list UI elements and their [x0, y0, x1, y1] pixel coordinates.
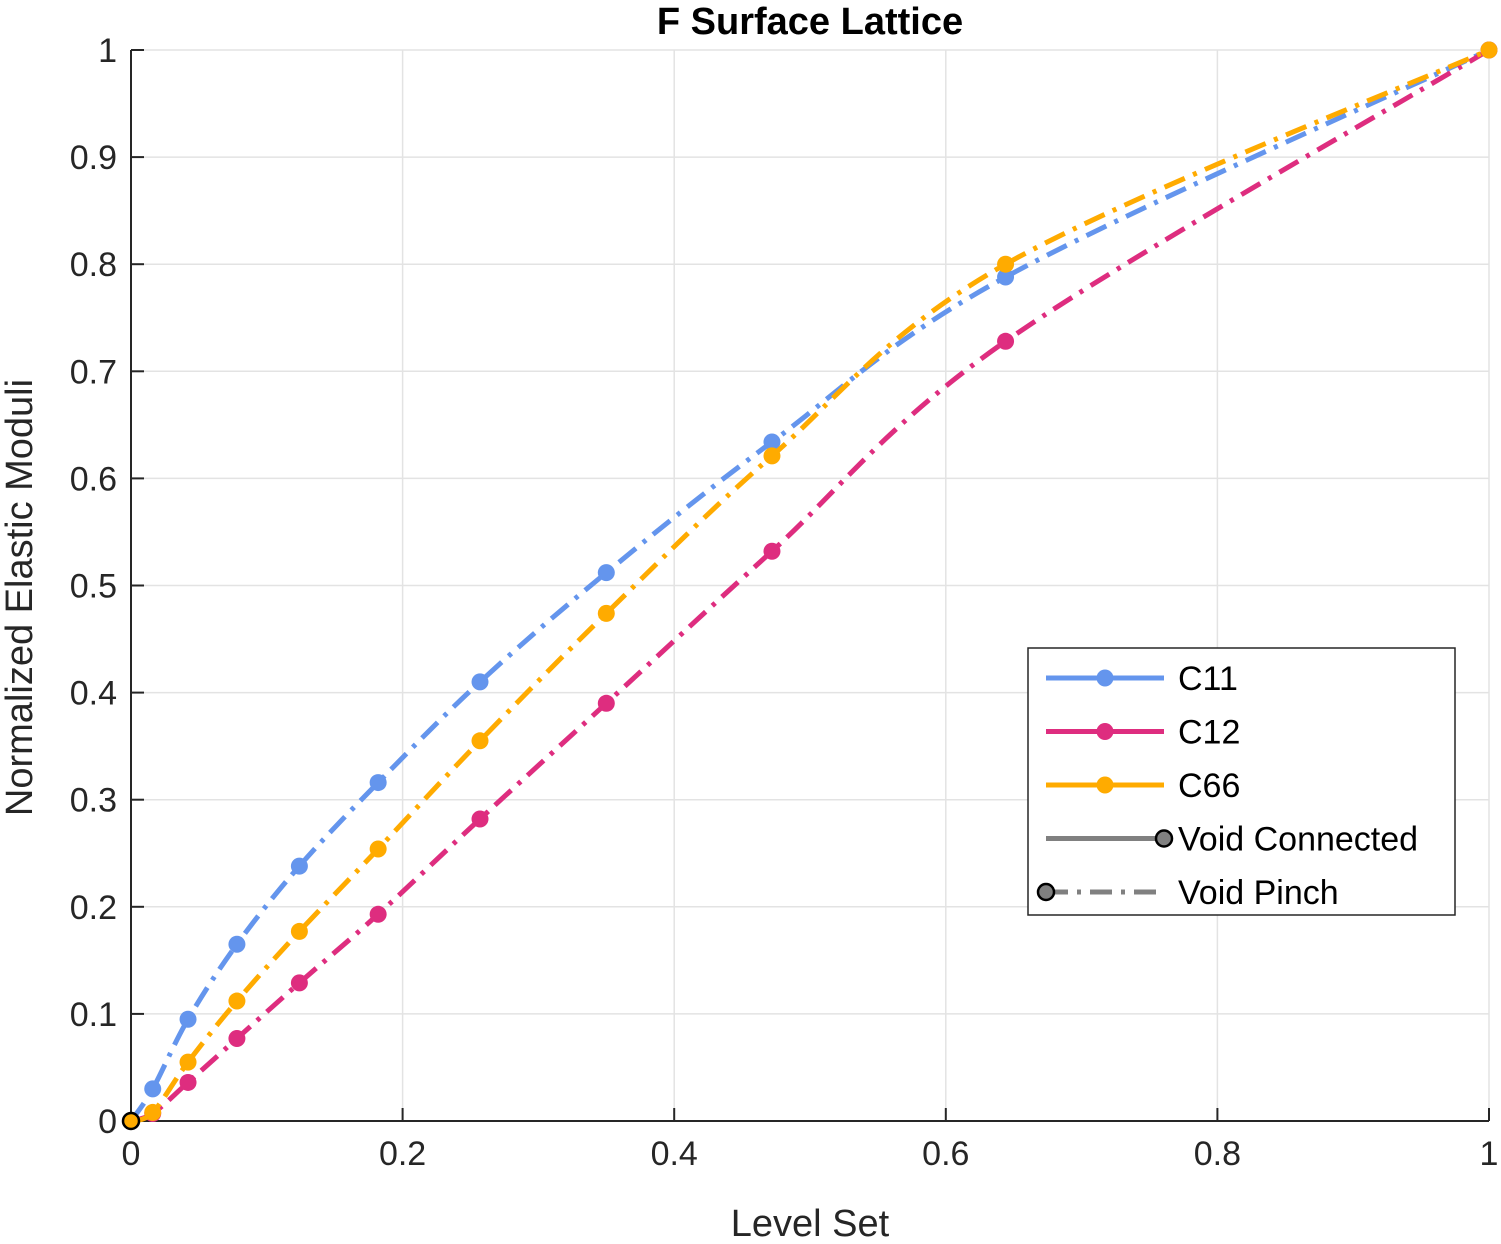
legend-marker-c66: [1096, 776, 1114, 794]
data-point-c66: [1480, 41, 1498, 59]
grid: [130, 49, 1490, 1122]
y-axis-title: Normalized Elastic Moduli: [0, 379, 41, 816]
y-tick-label: 1: [98, 32, 117, 70]
data-point-c66: [144, 1103, 162, 1121]
series-line-c11: [128, 47, 1491, 1123]
data-point-c11: [290, 857, 308, 875]
data-point-c11: [997, 268, 1015, 286]
legend-label: C66: [1178, 767, 1240, 805]
x-tick-label: 0.4: [651, 1135, 698, 1173]
x-tick-label: 0.8: [1194, 1135, 1241, 1173]
data-point-c66: [597, 604, 615, 622]
y-tick-label: 0.4: [70, 675, 117, 713]
y-tick-label: 0: [98, 1103, 117, 1141]
data-point-c11: [228, 935, 246, 953]
data-point-c66: [471, 732, 489, 750]
data-point-c12: [179, 1073, 197, 1091]
legend-label: C11: [1178, 660, 1238, 698]
series-line-c66: [130, 47, 1491, 1124]
legend-marker-c11: [1096, 669, 1114, 687]
data-point-c12: [597, 694, 615, 712]
chart-title: F Surface Lattice: [657, 1, 963, 43]
data-point-c12: [228, 1030, 246, 1048]
y-tick-label: 0.8: [70, 246, 117, 284]
data-point-c12: [369, 905, 387, 923]
y-tick-label: 0.1: [70, 996, 117, 1034]
x-tick-label: 0.2: [379, 1135, 426, 1173]
legend-label: Void Pinch: [1178, 874, 1339, 912]
x-tick-label: 0.6: [922, 1135, 969, 1173]
data-point-c66: [290, 922, 308, 940]
data-point-c11: [471, 673, 489, 691]
y-tick-label: 0.3: [70, 782, 117, 820]
axes: 0 0.2 0.4 0.6 0.8 1 0 0.1 0.2 0.3 0.4 0.5 0.6 0.7 0.8 0…: [70, 32, 1499, 1173]
legend-label: C12: [1178, 714, 1240, 752]
data-point-c11: [144, 1080, 162, 1098]
data-point-c66: [228, 992, 246, 1010]
data-point-c66: [997, 255, 1015, 273]
y-tick-label: 0.5: [70, 568, 117, 606]
y-tick-label: 0.9: [70, 139, 117, 177]
data-point-c66: [763, 447, 781, 465]
legend-marker-void-connected: [1154, 829, 1174, 848]
data-point-c12: [290, 974, 308, 992]
legend-marker-c12: [1096, 723, 1114, 740]
legend-marker-void-pinch: [1036, 882, 1056, 902]
x-tick-label: 1: [1480, 1135, 1499, 1173]
data-point-origin: [121, 1111, 141, 1131]
data-point-c11: [179, 1010, 197, 1028]
data-point-c11: [763, 433, 781, 451]
data-point-c12: [763, 542, 781, 560]
y-tick-label: 0.2: [70, 889, 117, 927]
y-tick-label: 0.6: [70, 460, 117, 498]
data-point-c66: [179, 1053, 197, 1071]
data-point-c66: [369, 840, 387, 858]
legend-label: Void Connected: [1178, 821, 1418, 859]
series-layer: [121, 41, 1498, 1131]
data-point-c12: [997, 332, 1015, 350]
x-tick-label: 0: [122, 1135, 141, 1173]
data-point-c12: [471, 810, 489, 828]
y-tick-label: 0.7: [70, 353, 117, 391]
data-point-c11: [369, 774, 387, 792]
data-point-c11: [597, 564, 615, 582]
x-axis-title: Level Set: [731, 1203, 890, 1244]
legend: C11 C12 C66 Void Connected Void Pinch: [1027, 647, 1456, 916]
